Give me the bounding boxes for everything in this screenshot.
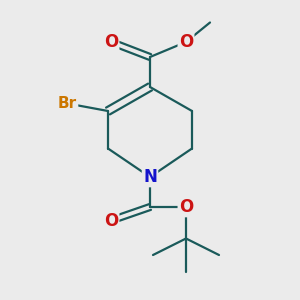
Text: O: O xyxy=(104,33,118,51)
Text: O: O xyxy=(179,198,193,216)
Text: O: O xyxy=(179,33,193,51)
Text: N: N xyxy=(143,168,157,186)
Text: O: O xyxy=(104,212,118,230)
Text: Br: Br xyxy=(58,96,77,111)
